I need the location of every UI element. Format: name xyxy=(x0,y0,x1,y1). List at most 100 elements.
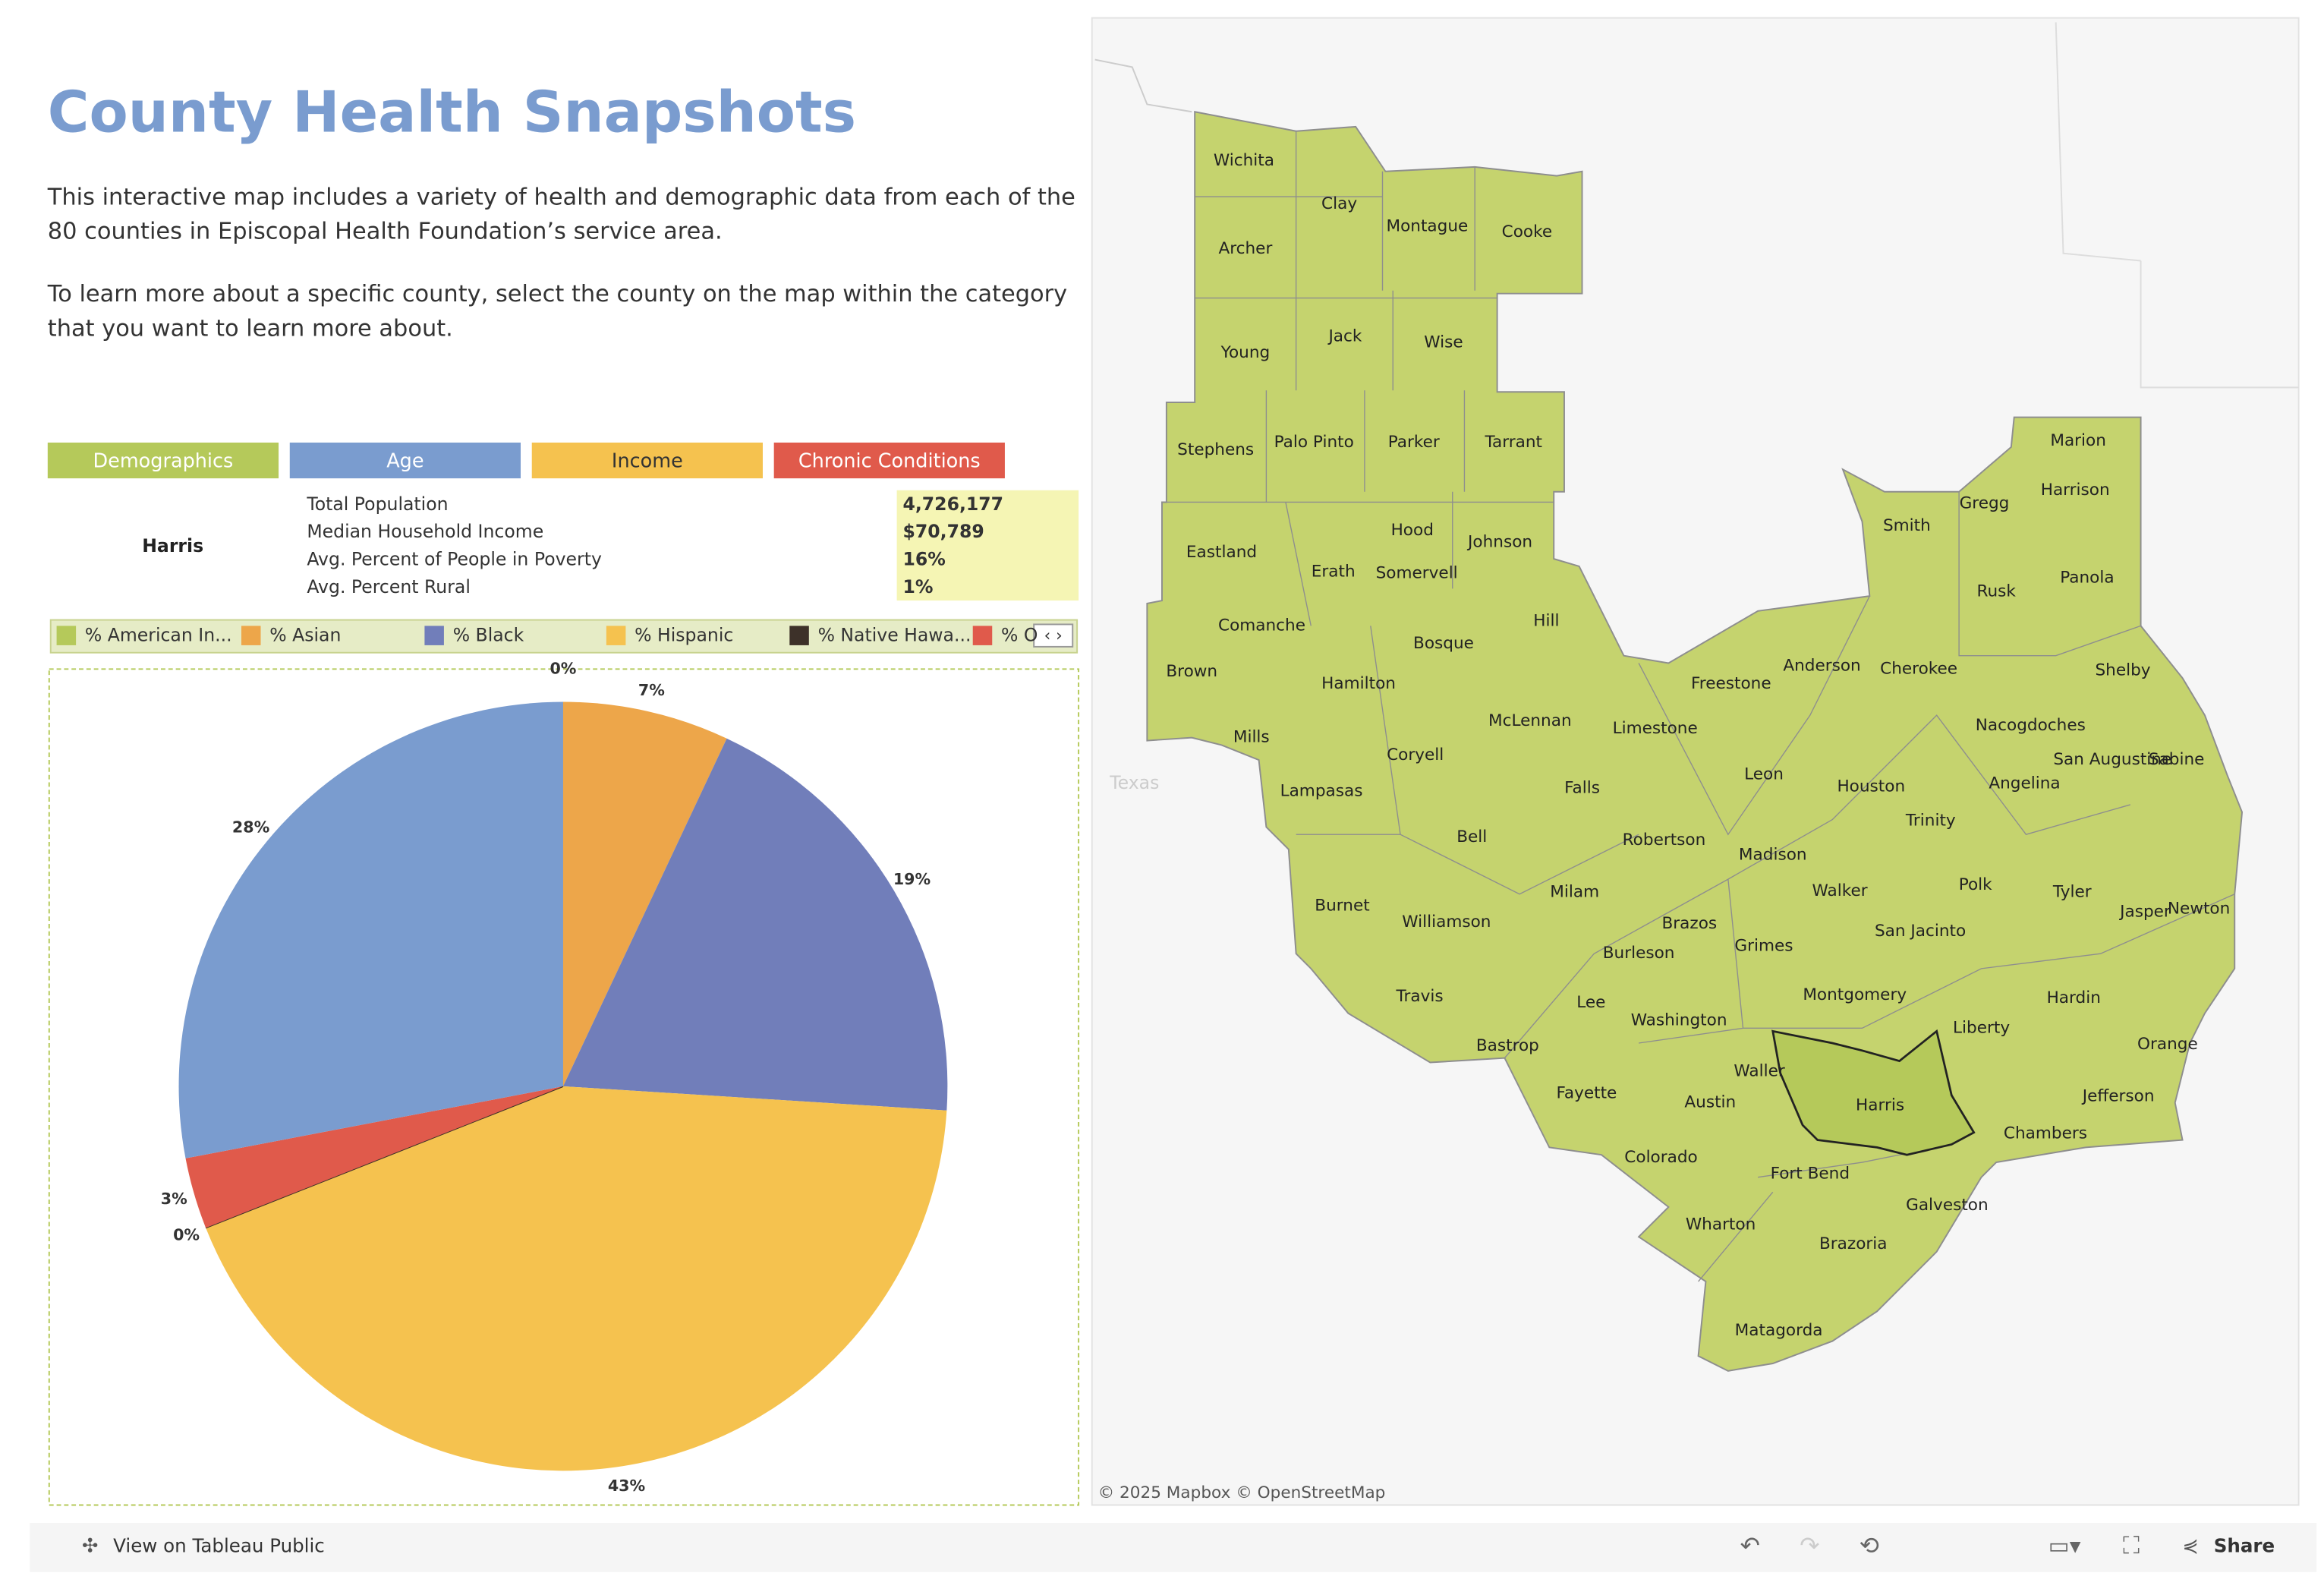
county-label[interactable]: Robertson xyxy=(1623,831,1706,850)
county-label[interactable]: Comanche xyxy=(1218,616,1305,635)
county-label[interactable]: Eastland xyxy=(1186,543,1257,562)
county-label[interactable]: Newton xyxy=(2168,899,2230,918)
view-link[interactable]: View on Tableau Public xyxy=(113,1534,325,1556)
county-label[interactable]: Travis xyxy=(1396,987,1444,1006)
county-label[interactable]: Coryell xyxy=(1387,746,1444,764)
pie-slice[interactable] xyxy=(206,1086,947,1471)
county-label[interactable]: Jasper xyxy=(2118,902,2171,921)
county-label[interactable]: Cooke xyxy=(1502,222,1552,241)
county-label[interactable]: Milam xyxy=(1550,883,1599,902)
county-label[interactable]: Jack xyxy=(1327,327,1362,346)
county-label[interactable]: Clay xyxy=(1321,194,1357,213)
pie-slice[interactable] xyxy=(562,738,948,1111)
tab-label[interactable]: Chronic Conditions xyxy=(798,449,981,472)
fullscreen-button[interactable]: ⛶ xyxy=(2122,1532,2140,1559)
county-label[interactable]: Jefferson xyxy=(2081,1087,2155,1106)
county-label[interactable]: Shelby xyxy=(2095,660,2150,679)
county-label[interactable]: Johnson xyxy=(1466,532,1532,551)
county-label[interactable]: Tarrant xyxy=(1484,433,1542,452)
redo-button[interactable]: ↷ xyxy=(1800,1532,1819,1559)
tab-label[interactable]: Demographics xyxy=(93,449,234,472)
tab-button[interactable] xyxy=(531,442,763,479)
county-label[interactable]: Hardin xyxy=(2047,988,2101,1007)
county-label[interactable]: Hood xyxy=(1391,521,1434,540)
tab-label[interactable]: Age xyxy=(386,449,424,472)
legend-scroll-icon[interactable]: ‹ › xyxy=(1044,626,1063,645)
pie-slice[interactable] xyxy=(562,701,727,1086)
county-label[interactable]: Harris xyxy=(1856,1095,1904,1114)
county-label[interactable]: Brown xyxy=(1166,662,1217,681)
county-label[interactable]: Wharton xyxy=(1686,1215,1756,1234)
county-label[interactable]: Brazos xyxy=(1662,914,1718,933)
county-label[interactable]: Austin xyxy=(1684,1093,1736,1112)
toolbar-icon[interactable]: ✣ xyxy=(82,1534,98,1557)
county-label[interactable]: Gregg xyxy=(1960,493,2010,512)
pie-slice[interactable] xyxy=(185,1086,563,1228)
county-label[interactable]: Montague xyxy=(1386,216,1468,235)
county-label[interactable]: Burnet xyxy=(1315,896,1369,915)
county-label[interactable]: Young xyxy=(1220,343,1271,362)
county-label[interactable]: Archer xyxy=(1218,239,1272,258)
county-label[interactable]: Madison xyxy=(1739,846,1807,865)
county-label[interactable]: Angelina xyxy=(1989,774,2060,793)
county-label[interactable]: Limestone xyxy=(1613,719,1698,738)
selected-county[interactable] xyxy=(1771,1029,1976,1156)
county-label[interactable]: Brazoria xyxy=(1819,1234,1888,1253)
tab-button[interactable] xyxy=(47,442,279,479)
county-label[interactable]: Grimes xyxy=(1734,936,1793,955)
county-label[interactable]: Marion xyxy=(2050,431,2106,450)
county-label[interactable]: Trinity xyxy=(1905,812,1956,831)
county-label[interactable]: Galveston xyxy=(1906,1196,1989,1215)
county-label[interactable]: Lampasas xyxy=(1280,781,1363,800)
county-label[interactable]: Palo Pinto xyxy=(1274,433,1354,452)
county-label[interactable]: McLennan xyxy=(1488,711,1572,730)
county-label[interactable]: San Augustine xyxy=(2053,750,2171,769)
county-label[interactable]: Tyler xyxy=(2052,883,2092,902)
county-label[interactable]: Sabine xyxy=(2149,750,2205,769)
tab-button[interactable] xyxy=(773,442,1005,479)
legend-scroll[interactable] xyxy=(1033,623,1074,648)
county-label[interactable]: Parker xyxy=(1388,433,1440,452)
county-label[interactable]: Williamson xyxy=(1402,913,1491,932)
county-label[interactable]: Nacogdoches xyxy=(1976,716,2086,735)
county-label[interactable]: Montgomery xyxy=(1803,985,1907,1004)
county-label[interactable]: Erath xyxy=(1312,563,1356,582)
county-label[interactable]: Hamilton xyxy=(1321,674,1396,693)
share-button[interactable]: Share xyxy=(2214,1534,2275,1556)
county-label[interactable]: Walker xyxy=(1812,881,1868,900)
county-label[interactable]: Colorado xyxy=(1624,1148,1697,1167)
county-label[interactable]: Bosque xyxy=(1413,634,1474,653)
revert-button[interactable]: ⟲ xyxy=(1860,1532,1879,1559)
county-label[interactable]: Freestone xyxy=(1691,674,1771,693)
county-label[interactable]: Burleson xyxy=(1603,944,1675,963)
county-label[interactable]: Leon xyxy=(1744,765,1784,784)
county-label[interactable]: Panola xyxy=(2060,569,2114,588)
county-label[interactable]: Stephens xyxy=(1177,440,1254,459)
county-label[interactable]: Falls xyxy=(1564,778,1600,797)
pie-slice[interactable] xyxy=(178,701,563,1158)
county-label[interactable]: Smith xyxy=(1883,516,1931,535)
county-label[interactable]: Orange xyxy=(2137,1035,2198,1054)
comment-button[interactable]: ▭▾ xyxy=(2048,1533,2081,1559)
county-label[interactable]: Lee xyxy=(1576,993,1605,1012)
county-label[interactable]: Wise xyxy=(1424,333,1463,351)
county-label[interactable]: Fayette xyxy=(1556,1084,1617,1103)
county-label[interactable]: Rusk xyxy=(1976,582,2016,601)
county-label[interactable]: Bell xyxy=(1456,827,1487,846)
county-label[interactable]: Matagorda xyxy=(1735,1321,1823,1340)
tab-label[interactable]: Income xyxy=(612,449,683,472)
county-label[interactable]: Cherokee xyxy=(1880,659,1957,678)
county-label[interactable]: Somervell xyxy=(1376,564,1458,583)
county-label[interactable]: Harrison xyxy=(2041,481,2110,500)
county-label[interactable]: Fort Bend xyxy=(1771,1165,1850,1184)
county-label[interactable]: Polk xyxy=(1959,875,1992,894)
county-label[interactable]: Washington xyxy=(1631,1011,1727,1030)
county-label[interactable]: Mills xyxy=(1233,728,1270,747)
county-label[interactable]: Wichita xyxy=(1214,151,1274,170)
county-label[interactable]: San Jacinto xyxy=(1875,922,1966,941)
county-label[interactable]: Chambers xyxy=(2004,1124,2087,1143)
county-label[interactable]: Waller xyxy=(1734,1061,1784,1080)
county-label[interactable]: Hill xyxy=(1533,612,1559,631)
county-label[interactable]: Houston xyxy=(1837,777,1905,796)
county-label[interactable]: Liberty xyxy=(1953,1018,2010,1037)
